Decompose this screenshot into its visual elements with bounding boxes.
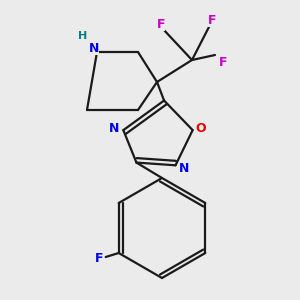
Text: O: O <box>195 122 206 135</box>
Text: F: F <box>219 56 227 70</box>
Text: N: N <box>89 41 99 55</box>
Text: H: H <box>78 31 88 41</box>
Text: F: F <box>94 253 103 266</box>
Text: F: F <box>157 17 165 31</box>
Text: N: N <box>179 162 190 175</box>
Text: N: N <box>109 122 119 135</box>
Text: F: F <box>208 14 216 26</box>
